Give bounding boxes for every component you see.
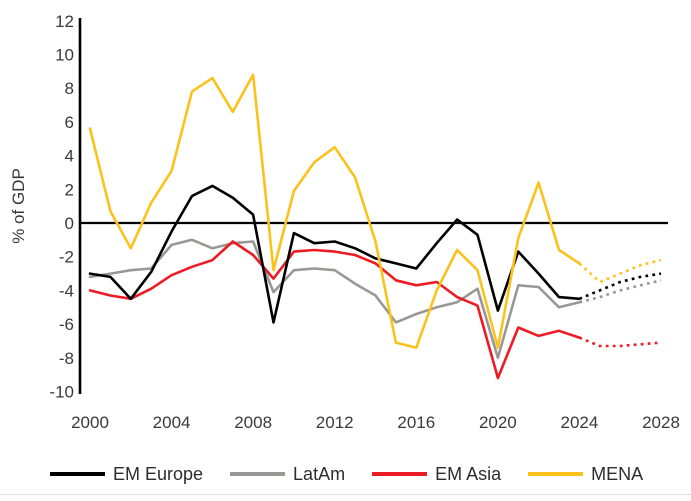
y-tick-6: 6 [65,113,74,132]
x-tick-2012: 2012 [316,413,354,432]
x-tick-2016: 2016 [397,413,435,432]
y-tick-10: 10 [55,46,74,65]
series-forecast-latam [579,279,662,304]
series-forecast-mena [578,258,662,284]
x-tick-2028: 2028 [642,413,680,432]
y-tick--6: -6 [59,315,74,334]
legend-label: EM Europe [113,463,204,484]
x-tick-2020: 2020 [479,413,517,432]
legend-item-latam: LatAm [230,464,345,485]
x-tick-2024: 2024 [561,413,599,432]
x-tick-2004: 2004 [153,413,191,432]
legend-item-em-europe: EM Europe [50,464,203,485]
y-tick-4: 4 [65,147,74,166]
legend-label: MENA [591,463,644,484]
y-axis-tick-labels: 12 10 8 6 4 2 0 -2 -4 -6 -8 -10 [49,12,74,402]
y-tick--2: -2 [59,248,74,267]
legend-swatch-em-asia [372,472,428,476]
legend-swatch-em-europe [50,472,105,476]
y-tick--4: -4 [59,281,74,300]
legend-item-mena: MENA [528,464,643,485]
legend-item-em-asia: EM Asia [372,464,501,485]
y-axis-title: % of GDP [9,168,28,244]
series-line-latam [88,238,581,360]
series-forecast-em-europe [578,272,662,301]
series-line-em-asia [88,240,581,380]
bottom-divider [0,494,691,495]
y-tick-12: 12 [55,12,74,31]
y-tick-8: 8 [65,79,74,98]
y-tick-2: 2 [65,180,74,199]
legend-swatch-mena [528,472,584,476]
x-axis-tick-labels: 2000 2004 2008 2012 2016 2020 2024 2028 [71,413,680,432]
y-tick--10: -10 [49,383,74,402]
y-tick--8: -8 [59,349,74,368]
axes [78,18,668,394]
legend-label: EM Asia [435,463,502,484]
series-forecast-em-asia [578,336,662,348]
x-tick-2008: 2008 [234,413,272,432]
series-line-mena [88,73,581,350]
series-lines [88,73,662,380]
series-line-em-europe [88,184,581,324]
legend-label: LatAm [293,463,346,484]
x-tick-2000: 2000 [71,413,109,432]
y-tick-0: 0 [65,214,74,233]
chart-legend: EM Europe LatAm EM Asia MENA [0,456,691,492]
legend-swatch-latam [230,472,286,476]
